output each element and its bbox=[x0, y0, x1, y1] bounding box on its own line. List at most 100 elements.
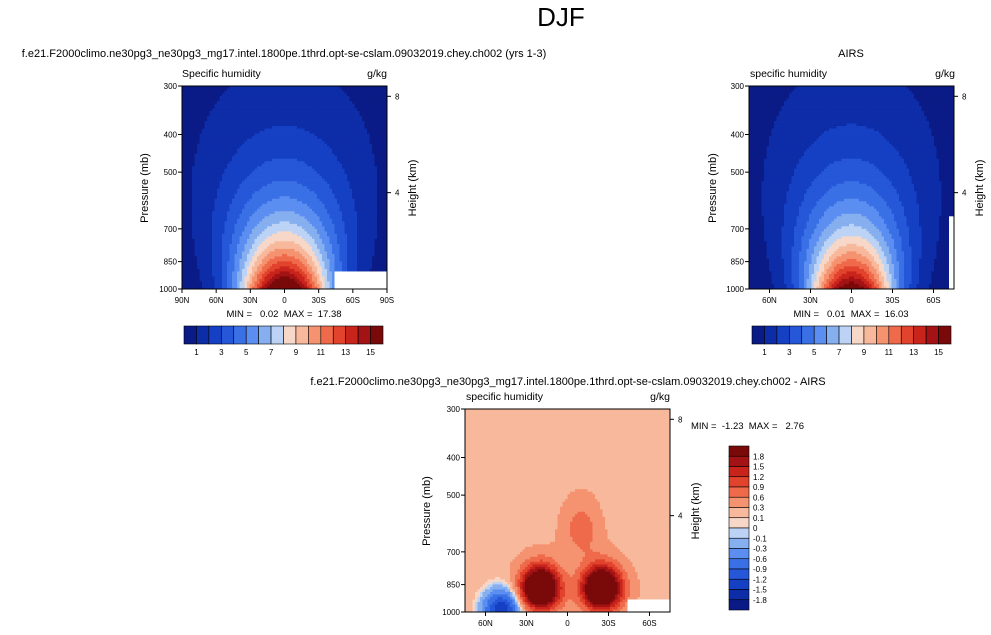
contour-cell bbox=[309, 138, 313, 142]
contour-cell bbox=[264, 173, 268, 177]
contour-cell bbox=[189, 96, 193, 99]
contour-cell bbox=[272, 101, 275, 104]
contour-cell bbox=[332, 108, 335, 112]
contour-cell bbox=[314, 113, 318, 117]
contour-cell bbox=[342, 183, 345, 187]
contour-cell bbox=[212, 143, 215, 147]
contour-cell bbox=[254, 131, 258, 134]
contour-cell bbox=[257, 148, 260, 152]
contour-cell bbox=[219, 198, 223, 202]
contour-cell bbox=[184, 101, 188, 104]
contour-cell bbox=[327, 171, 330, 175]
contour-cell bbox=[212, 171, 215, 175]
contour-cell bbox=[267, 181, 270, 185]
contour-cell bbox=[219, 171, 223, 175]
contour-cell bbox=[317, 233, 320, 237]
contour-cell bbox=[209, 201, 213, 205]
contour-cell bbox=[329, 128, 333, 132]
contour-cell bbox=[309, 118, 313, 122]
contour-cell bbox=[242, 176, 245, 180]
contour-cell bbox=[374, 223, 378, 227]
contour-cell bbox=[187, 193, 190, 197]
contour-cell bbox=[299, 203, 303, 207]
contour-cell bbox=[334, 196, 338, 200]
contour-cell bbox=[199, 226, 203, 230]
contour-cell bbox=[292, 218, 295, 222]
contour-cell bbox=[364, 118, 368, 122]
contour-cell bbox=[379, 98, 383, 102]
contour-cell bbox=[354, 136, 358, 139]
contour-cell bbox=[254, 126, 258, 129]
contour-cell bbox=[382, 121, 385, 124]
contour-cell bbox=[297, 233, 300, 237]
contour-cell bbox=[227, 221, 230, 225]
contour-cell bbox=[347, 156, 350, 160]
contour-cell bbox=[349, 111, 353, 114]
contour-cell bbox=[369, 223, 373, 227]
contour-cell bbox=[367, 226, 370, 230]
contour-cell bbox=[259, 226, 263, 230]
contour-cell bbox=[239, 223, 243, 227]
contour-cell bbox=[357, 176, 360, 180]
contour-cell bbox=[227, 101, 230, 104]
contour-cell bbox=[229, 113, 233, 117]
contour-cell bbox=[219, 98, 223, 102]
contour-cell bbox=[274, 123, 278, 127]
contour-cell bbox=[219, 106, 223, 109]
contour-cell bbox=[247, 158, 250, 162]
contour-cell bbox=[339, 171, 343, 175]
contour-cell bbox=[222, 226, 225, 230]
contour-cell bbox=[239, 158, 243, 162]
contour-cell bbox=[334, 153, 338, 157]
contour-cell bbox=[347, 218, 350, 222]
contour-cell bbox=[354, 151, 358, 155]
contour-cell bbox=[379, 233, 383, 237]
contour-cell bbox=[222, 173, 225, 177]
contour-cell bbox=[347, 191, 350, 195]
contour-cell bbox=[349, 218, 353, 222]
contour-cell bbox=[329, 181, 333, 185]
contour-cell bbox=[219, 156, 223, 160]
contour-cell bbox=[319, 128, 323, 132]
contour-cell bbox=[337, 178, 340, 182]
contour-cell bbox=[289, 118, 293, 122]
contour-cell bbox=[254, 223, 258, 227]
contour-cell bbox=[322, 106, 325, 109]
contour-cell bbox=[337, 213, 340, 217]
contour-cell bbox=[344, 198, 348, 202]
contour-cell bbox=[384, 156, 388, 160]
contour-cell bbox=[367, 186, 370, 190]
contour-cell bbox=[329, 121, 333, 124]
contour-cell bbox=[289, 116, 293, 119]
contour-cell bbox=[254, 201, 258, 205]
contour-cell bbox=[367, 98, 370, 102]
contour-cell bbox=[234, 88, 238, 92]
contour-cell bbox=[312, 141, 315, 144]
contour-cell bbox=[334, 161, 338, 165]
contour-cell bbox=[324, 86, 328, 89]
contour-cell bbox=[232, 121, 235, 124]
contour-cell bbox=[227, 208, 230, 212]
contour-cell bbox=[237, 211, 240, 215]
contour-cell bbox=[339, 123, 343, 127]
contour-cell bbox=[232, 113, 235, 117]
contour-cell bbox=[324, 201, 328, 205]
contour-cell bbox=[347, 96, 350, 99]
contour-cell bbox=[339, 168, 343, 172]
contour-cell bbox=[224, 221, 228, 225]
contour-cell bbox=[232, 181, 235, 185]
contour-cell bbox=[329, 193, 333, 197]
contour-cell bbox=[349, 153, 353, 157]
contour-cell bbox=[362, 176, 365, 180]
contour-cell bbox=[299, 233, 303, 237]
contour-cell bbox=[279, 208, 283, 212]
contour-cell bbox=[352, 166, 355, 170]
contour-cell bbox=[297, 108, 300, 112]
contour-cell bbox=[207, 166, 210, 170]
contour-cell bbox=[237, 176, 240, 180]
contour-cell bbox=[202, 126, 205, 129]
contour-cell bbox=[289, 221, 293, 225]
contour-cell bbox=[344, 168, 348, 172]
contour-cell bbox=[319, 93, 323, 97]
contour-cell bbox=[242, 186, 245, 190]
